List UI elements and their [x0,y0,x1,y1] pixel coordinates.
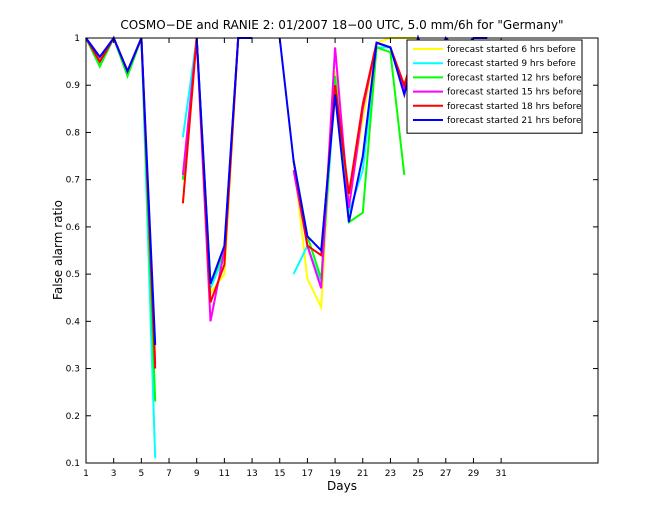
legend-item: forecast started 12 hrs before [413,73,582,83]
legend-item: forecast started 15 hrs before [413,88,582,98]
x-tick-label: 7 [166,469,172,479]
legend-label: forecast started 18 hrs before [447,102,582,112]
legend-item: forecast started 6 hrs before [413,45,576,55]
y-tick-label: 0.1 [66,459,80,469]
x-tick-label: 3 [111,469,117,479]
x-tick-label: 31 [495,469,506,479]
legend-label: forecast started 12 hrs before [447,73,582,83]
legend-label: forecast started 6 hrs before [447,45,576,55]
x-tick-label: 17 [302,469,313,479]
y-tick-label: 0.9 [66,81,81,91]
y-axis-title: False alarm ratio [51,200,65,300]
x-tick-label: 23 [385,469,396,479]
x-tick-label: 11 [219,469,230,479]
y-tick-label: 1 [74,34,80,44]
legend-label: forecast started 9 hrs before [447,59,576,69]
x-tick-label: 25 [412,469,423,479]
axes-frame [85,37,599,464]
legend-item: forecast started 21 hrs before [413,116,582,126]
x-tick-label: 1 [83,469,89,479]
legend-label: forecast started 15 hrs before [447,88,582,98]
x-tick-label: 15 [274,469,285,479]
legend: forecast started 6 hrs before forecast st… [406,39,583,134]
x-tick-label: 29 [468,469,480,479]
x-tick-label: 9 [194,469,200,479]
x-tick-label: 27 [440,469,451,479]
legend-label: forecast started 21 hrs before [447,116,582,126]
x-axis-title: Days [327,479,357,493]
x-tick-label: 13 [246,469,257,479]
x-tick-label: 5 [138,469,144,479]
series-line [85,35,157,345]
y-tick-label: 0.3 [66,365,80,375]
legend-item: forecast started 18 hrs before [413,102,582,112]
axes-layer: 1 3 5 7 9 11 13 15 17 19 21 23 25 27 29 310.10.20.30.40… [66,34,599,479]
y-tick-label: 0.6 [66,223,81,233]
x-tick-label: 21 [357,469,368,479]
x-tick-label: 19 [329,469,341,479]
y-tick-label: 0.5 [66,270,80,280]
y-tick-label: 0.2 [66,412,80,422]
y-tick-label: 0.7 [66,176,80,186]
legend-item: forecast started 9 hrs before [413,59,576,69]
chart-title: COSMO−DE and RANIE 2: 01/2007 18−00 UTC,… [120,18,563,32]
y-tick-label: 0.8 [66,128,81,138]
y-tick-label: 0.4 [66,317,81,327]
legend-box [406,39,583,134]
